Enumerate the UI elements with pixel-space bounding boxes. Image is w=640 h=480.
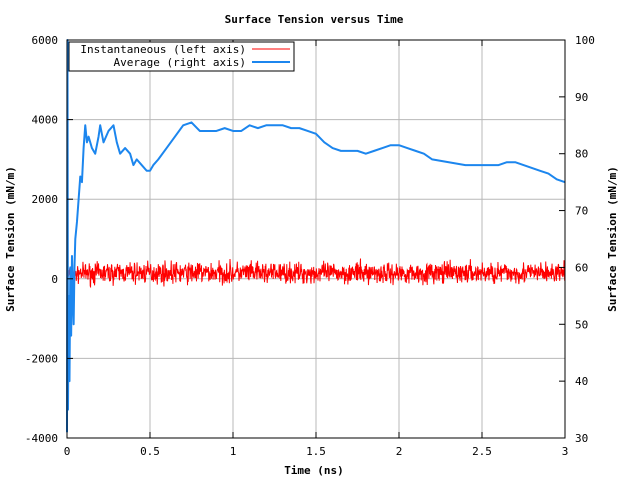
y-right-tick-label: 50 <box>575 318 588 331</box>
chart-title: Surface Tension versus Time <box>225 13 404 26</box>
x-tick-label: 2 <box>396 445 403 458</box>
tick-labels: 0 0.5 1 1.5 2 2.5 3 -4000 -2000 0 2000 4000 6000 30 40… <box>25 34 595 458</box>
y-right-tick-label: 60 <box>575 261 588 274</box>
legend-box <box>68 41 295 72</box>
x-tick-label: 1.5 <box>306 445 326 458</box>
x-tick-label: 0 <box>64 445 71 458</box>
y-right-tick-label: 80 <box>575 148 588 161</box>
y-right-tick-label: 100 <box>575 34 595 47</box>
y-right-tick-label: 40 <box>575 375 588 388</box>
legend-label-instantaneous: Instantaneous (left axis) <box>80 43 246 56</box>
series-instantaneous <box>66 258 566 289</box>
y-right-tick-label: 30 <box>575 432 588 445</box>
y-axis-label-right: Surface Tension (mN/m) <box>606 166 619 312</box>
legend-label-average: Average (right axis) <box>114 56 246 69</box>
x-tick-label: 3 <box>562 445 569 458</box>
grid <box>67 40 565 438</box>
y-right-tick-label: 70 <box>575 205 588 218</box>
y-left-tick-label: 0 <box>51 273 58 286</box>
y-right-tick-label: 90 <box>575 91 588 104</box>
y-left-tick-label: -2000 <box>25 352 58 365</box>
legend: Instantaneous (left axis) Average (right… <box>68 41 295 72</box>
ticks <box>66 39 566 439</box>
x-tick-label: 0.5 <box>140 445 160 458</box>
y-left-tick-label: 4000 <box>32 114 59 127</box>
x-tick-label: 2.5 <box>472 445 492 458</box>
y-left-tick-label: 6000 <box>32 34 59 47</box>
y-left-tick-label: 2000 <box>32 193 59 206</box>
x-axis-label: Time (ns) <box>284 464 344 477</box>
series-line-instantaneous <box>66 258 566 289</box>
y-axis-label-left: Surface Tension (mN/m) <box>4 166 17 312</box>
series-average <box>66 39 566 433</box>
series-line-average <box>66 39 566 433</box>
y-left-tick-label: -4000 <box>25 432 58 445</box>
x-tick-label: 1 <box>230 445 237 458</box>
